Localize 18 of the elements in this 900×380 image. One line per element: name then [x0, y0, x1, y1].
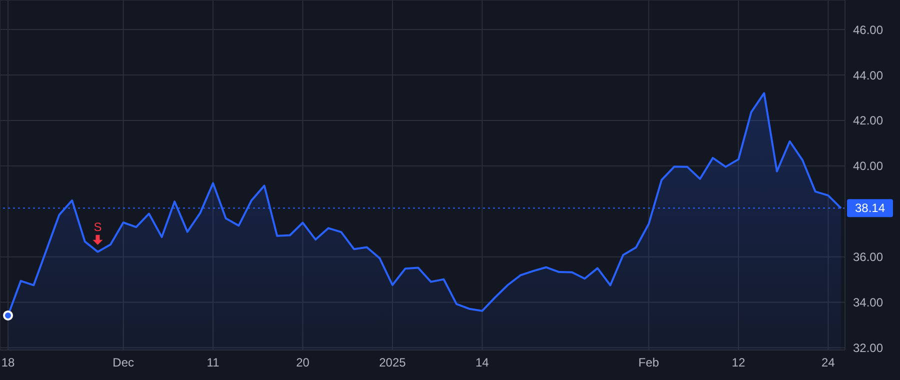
y-tick-label: 34.00 — [853, 296, 884, 310]
x-tick-label: 12 — [732, 356, 746, 370]
x-tick-label: 2025 — [379, 356, 406, 370]
y-tick-label: 42.00 — [853, 114, 884, 128]
y-tick-label: 44.00 — [853, 68, 884, 82]
x-tick-label: Feb — [638, 356, 660, 370]
x-tick-label: 24 — [822, 356, 836, 370]
x-tick-label: Dec — [112, 356, 134, 370]
x-tick-label: 20 — [296, 356, 310, 370]
x-tick-label: 11 — [206, 356, 220, 370]
x-tick-label: 18 — [1, 356, 15, 370]
y-tick-label: 40.00 — [853, 159, 884, 174]
annotation: S — [94, 220, 102, 234]
ref-line-label: 38.14 — [854, 201, 886, 216]
y-tick-label: 46.00 — [853, 22, 884, 37]
y-tick-label: 36.00 — [853, 250, 884, 264]
y-tick-label: 32.00 — [853, 340, 884, 355]
x-tick-label: 14 — [475, 356, 490, 370]
